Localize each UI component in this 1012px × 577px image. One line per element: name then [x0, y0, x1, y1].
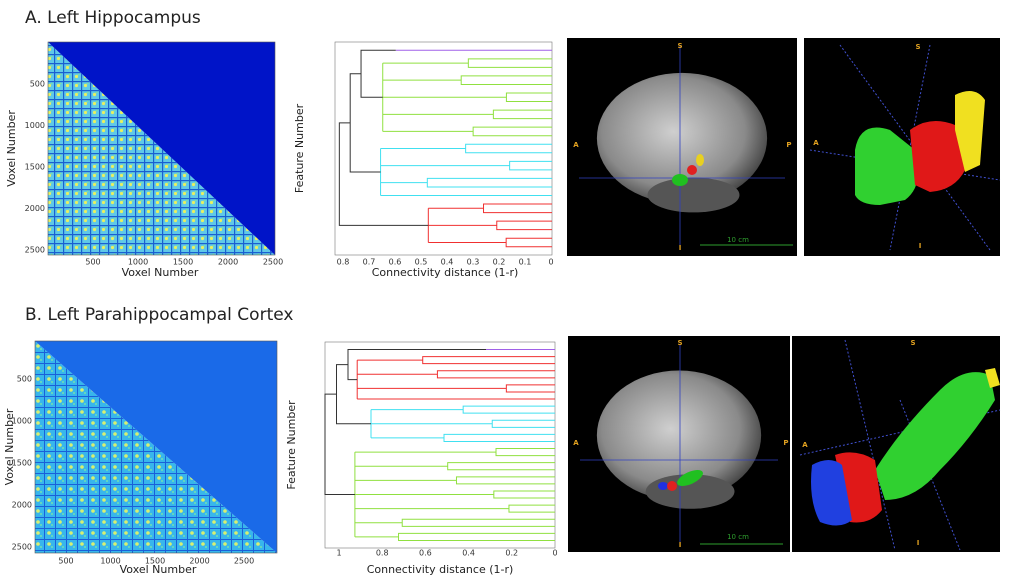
x-tick-label: 2500 — [234, 557, 254, 566]
orientation-label: I — [679, 541, 682, 549]
dendrogram-root — [350, 74, 380, 172]
brain-lower — [648, 178, 740, 213]
y-tick-label: 2000 — [12, 501, 32, 510]
dendrogram-branch — [357, 357, 555, 364]
orientation-label: A — [573, 439, 579, 447]
dendrogram-branch — [371, 406, 555, 413]
dendrogram-branch — [381, 178, 552, 187]
panel-title: B. Left Parahippocampal Cortex — [25, 305, 293, 325]
x-tick-label: 0 — [552, 549, 557, 558]
dendrogram-branch — [381, 161, 552, 170]
orientation-label: P — [786, 141, 791, 149]
dendrogram-branch — [381, 144, 552, 153]
figure: A. Left Hippocampus500100015002000250050… — [0, 0, 1012, 577]
region — [658, 482, 668, 490]
region — [672, 174, 688, 186]
region — [667, 481, 677, 491]
dendrogram-branch — [428, 204, 552, 213]
x-tick-label: 1000 — [100, 557, 120, 566]
orientation-label: S — [677, 42, 682, 50]
region — [696, 154, 704, 166]
region — [687, 165, 697, 175]
dendrogram-branch — [355, 519, 555, 526]
x-axis-label: Voxel Number — [120, 563, 197, 576]
panel-title: A. Left Hippocampus — [25, 8, 201, 28]
x-tick-label: 2000 — [218, 258, 238, 267]
y-tick-label: 1500 — [25, 163, 45, 172]
orientation-label: I — [917, 539, 920, 547]
x-tick-label: 0 — [548, 258, 553, 267]
x-tick-label: 0.8 — [337, 258, 350, 267]
x-tick-label: 1 — [336, 549, 341, 558]
y-tick-label: 2500 — [12, 543, 32, 552]
scale-label: 10 cm — [727, 236, 749, 244]
dendrogram-branch — [357, 385, 555, 392]
dendrogram-branch — [383, 76, 552, 85]
orientation-label: I — [679, 244, 682, 252]
dendrogram-branch — [383, 110, 552, 119]
y-axis-label: Voxel Number — [5, 110, 18, 187]
y-tick-label: 2500 — [25, 246, 45, 255]
x-tick-label: 2500 — [263, 258, 283, 267]
orientation-label: A — [802, 441, 808, 449]
dendrogram-branch — [355, 449, 555, 456]
orientation-label: S — [915, 43, 920, 51]
y-tick-label: 500 — [30, 80, 45, 89]
dendrogram-root — [325, 394, 355, 494]
dendrogram-branch — [355, 505, 555, 512]
y-tick-label: 500 — [17, 375, 32, 384]
orientation-label: A — [573, 141, 579, 149]
dendrogram-branch — [371, 434, 555, 441]
orientation-label: I — [919, 242, 922, 250]
dendrogram-branch — [371, 420, 555, 427]
dendrogram-root — [348, 350, 486, 380]
x-axis-label: Connectivity distance (1-r) — [367, 563, 514, 576]
x-tick-label: 500 — [85, 258, 100, 267]
y-axis-label: Feature Number — [285, 400, 298, 490]
x-tick-label: 0.1 — [519, 258, 532, 267]
dendrogram-branch — [355, 477, 555, 484]
dendrogram-branch — [355, 533, 555, 540]
orientation-label: A — [813, 139, 819, 147]
orientation-label: S — [677, 339, 682, 347]
y-tick-label: 1000 — [25, 121, 45, 130]
dendrogram-root — [361, 50, 396, 97]
x-tick-label: 0.2 — [505, 549, 518, 558]
y-axis-label: Voxel Number — [3, 408, 16, 485]
dendrogram-branch — [355, 491, 555, 498]
x-tick-label: 0.6 — [419, 549, 432, 558]
dendrogram-branch — [383, 93, 552, 102]
x-tick-label: 500 — [58, 557, 73, 566]
dendrogram-root — [339, 123, 428, 226]
dendrogram-frame — [325, 342, 555, 548]
orientation-label: S — [910, 339, 915, 347]
y-axis-label: Feature Number — [293, 103, 306, 193]
dendrogram-branch — [383, 127, 552, 136]
x-tick-label: 0.4 — [462, 549, 475, 558]
dendrogram-root — [337, 365, 372, 424]
scale-label: 10 cm — [727, 533, 749, 541]
y-tick-label: 2000 — [25, 204, 45, 213]
dendrogram-branch — [355, 463, 555, 470]
orientation-label: P — [783, 439, 788, 447]
dendrogram-branch — [428, 238, 552, 247]
x-axis-label: Voxel Number — [122, 266, 199, 279]
x-tick-label: 0.8 — [376, 549, 389, 558]
dendrogram-branch — [357, 371, 555, 378]
dendrogram-branch — [428, 221, 552, 230]
dendrogram-branch — [383, 59, 552, 68]
x-axis-label: Connectivity distance (1-r) — [372, 266, 519, 279]
